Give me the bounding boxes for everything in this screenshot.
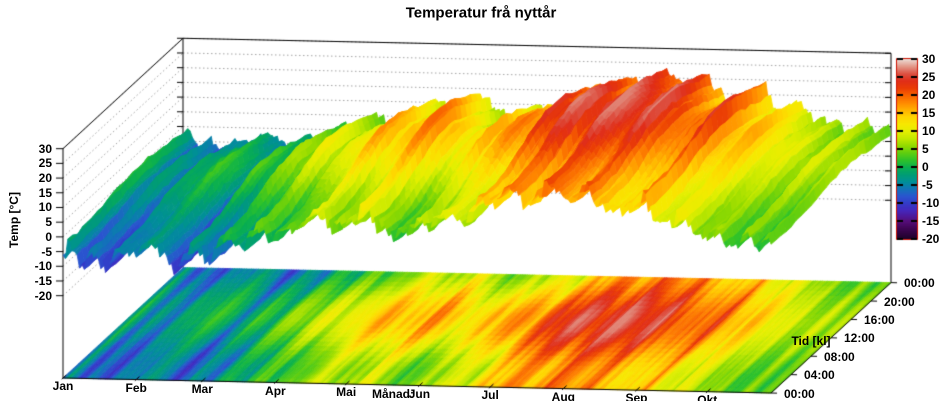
colorbar-tick-label: -5 — [922, 178, 933, 192]
y-tick-label: 00:00 — [784, 386, 815, 401]
colorbar-tick-label: 20 — [922, 88, 936, 102]
colorbar-tick-label: -20 — [922, 232, 940, 246]
x-tick-label: Jun — [408, 386, 431, 401]
x-tick-label: Apr — [265, 383, 286, 398]
y-tick-label: 12:00 — [844, 331, 875, 346]
colorbar-tick-label: 5 — [922, 142, 929, 156]
x-tick-label: Mai — [336, 385, 357, 399]
y-tick-label: 20:00 — [884, 294, 915, 309]
z-tick-label: 25 — [38, 156, 52, 171]
z-tick-label: -10 — [34, 259, 52, 274]
y-tick-label: 00:00 — [904, 276, 935, 291]
colorbar-tick-label: 0 — [922, 160, 929, 174]
x-tick-label: Feb — [125, 380, 147, 395]
colorbar-tick-label: -15 — [922, 214, 940, 228]
colorbar-tick-label: 10 — [922, 124, 936, 138]
colorbar-tick-label: 30 — [922, 52, 936, 66]
x-tick-label: Aug — [551, 389, 575, 401]
x-tick-label: Jul — [481, 388, 499, 401]
z-tick-label: 5 — [45, 215, 52, 230]
z-tick-label: -20 — [34, 288, 52, 303]
z-tick-label: -15 — [34, 273, 52, 288]
y-axis-title: Tid [kl] — [791, 334, 831, 348]
y-tick-label: 04:00 — [804, 368, 835, 383]
z-tick-label: 10 — [38, 200, 52, 215]
x-tick-label: Sep — [625, 391, 648, 401]
x-tick-label: Okt — [697, 392, 718, 401]
x-axis-title: Månad: — [372, 387, 414, 401]
x-tick-label: Mar — [191, 381, 213, 396]
z-tick-label: 0 — [45, 229, 52, 244]
colorbar-tick-label: 25 — [922, 70, 936, 84]
y-tick-label: 16:00 — [864, 312, 895, 327]
y-tick-label: 08:00 — [824, 349, 855, 364]
colorbar-tick-label: -10 — [922, 196, 940, 210]
z-tick-label: 30 — [38, 141, 52, 156]
colorbar-tick-label: 15 — [922, 106, 936, 120]
chart-title: Temperatur frå nyttår — [405, 4, 557, 22]
z-tick-label: -5 — [41, 244, 52, 259]
z-tick-label: 15 — [38, 185, 52, 200]
z-tick-label: 20 — [38, 171, 52, 186]
z-axis-title: Temp [°C] — [7, 192, 21, 248]
x-tick-label: Jan — [52, 379, 74, 393]
